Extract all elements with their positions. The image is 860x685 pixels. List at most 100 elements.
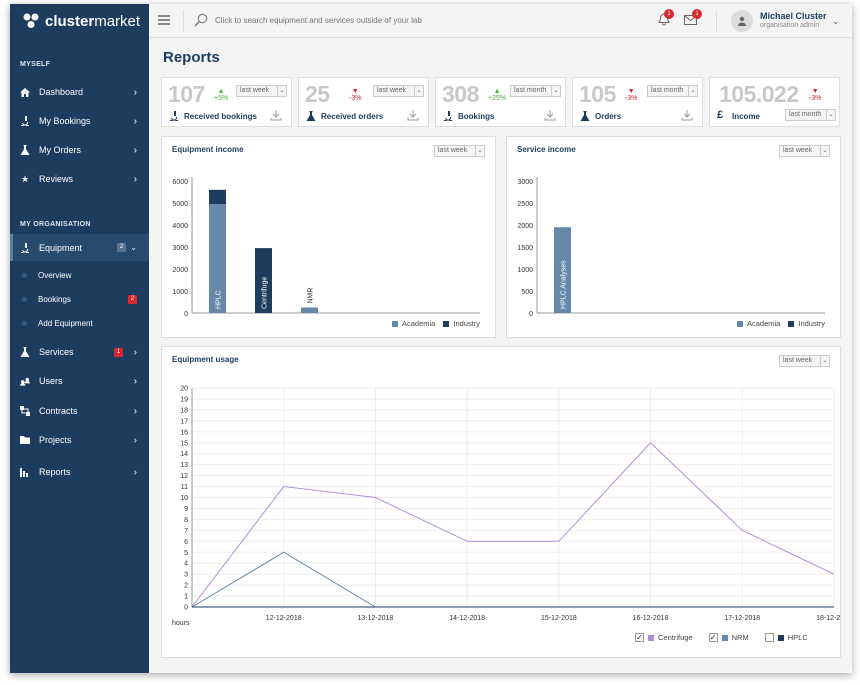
y-tick-label: 6000 <box>172 179 188 186</box>
x-tick-label: 14-12-2018 <box>449 615 485 622</box>
y-tick-label: 10 <box>180 495 188 502</box>
subitem-label: Overview <box>38 270 72 280</box>
legend-checkbox-nrm[interactable]: ✓ <box>708 633 718 642</box>
chevron-down-icon: ⌄ <box>551 86 560 96</box>
sidebar-subitem-overview[interactable]: Overview <box>10 264 149 286</box>
brand-light: market <box>94 12 141 30</box>
download-icon[interactable] <box>544 109 556 121</box>
series-line-centrifuge <box>191 442 835 608</box>
flask-icon <box>20 347 30 357</box>
chevron-down-icon: ⌄ <box>820 146 829 156</box>
period-select[interactable]: last week ⌄ <box>236 85 287 97</box>
y-tick-label: 3 <box>184 572 188 579</box>
search-input[interactable] <box>215 16 515 25</box>
sidebar-item-label: Reports <box>39 467 71 477</box>
download-icon[interactable] <box>270 109 282 121</box>
message-badge: 1 <box>692 9 702 19</box>
kpi-card: 105 ▼ -3% last month ⌄ Orders <box>572 77 703 127</box>
y-tick-label: 3000 <box>517 179 533 186</box>
bar-industry <box>255 248 272 313</box>
period-select[interactable]: last week ⌄ <box>779 355 830 367</box>
y-tick-label: 11 <box>181 484 188 491</box>
sidebar-item-equipment[interactable]: Equipment 2 ⌄ <box>10 234 149 261</box>
kpi-change: ▲ +5% <box>214 88 229 102</box>
sidebar-item-contracts[interactable]: Contracts › <box>10 397 149 425</box>
bar-industry <box>209 189 226 205</box>
sidebar-item-label: My Orders <box>39 145 82 155</box>
subitem-label: Add Equipment <box>38 318 93 328</box>
legend-swatch <box>737 320 743 327</box>
y-tick-label: 19 <box>180 396 188 403</box>
kpi-label: Bookings <box>458 112 495 121</box>
services-count-badge: 1 <box>114 347 123 357</box>
kpi-card: 308 ▲ +25% last month ⌄ Bookings <box>435 77 566 127</box>
pound-icon: £ <box>717 109 724 121</box>
x-tick-label: 18-12-2018 <box>816 615 840 622</box>
sidebar-item-projects[interactable]: Projects › <box>10 426 149 454</box>
legend-label: Industry <box>798 319 826 328</box>
bar-category-label: Centrifuge <box>262 277 269 309</box>
sidebar-item-dashboard[interactable]: Dashboard › <box>10 78 149 106</box>
bar-academia <box>554 227 571 313</box>
app-window: cluster market MYSELF Dashboard › My Book… <box>10 4 852 673</box>
legend-swatch <box>648 634 654 641</box>
sidebar-item-users[interactable]: Users › <box>10 367 149 395</box>
sidebar-item-my-bookings[interactable]: My Bookings › <box>10 107 149 135</box>
kpi-change: ▼ -3% <box>349 88 362 102</box>
sidebar-item-label: Equipment <box>39 242 83 253</box>
page-title: Reports <box>163 49 220 66</box>
y-tick-label: 2500 <box>517 201 533 208</box>
sidebar-item-label: Reviews <box>39 174 74 184</box>
period-select[interactable]: last month ⌄ <box>510 85 561 97</box>
period-select[interactable]: last month ⌄ <box>785 109 836 121</box>
sidebar-item-reviews[interactable]: ★ Reviews › <box>10 165 149 193</box>
subitem-label: Bookings <box>38 294 71 304</box>
y-tick-label: 0 <box>184 605 188 612</box>
chevron-right-icon: › <box>133 173 137 185</box>
sidebar-item-services[interactable]: Services 1 › <box>10 338 149 366</box>
x-tick-label: 17-12-2018 <box>724 615 760 622</box>
sidebar-subitem-bookings[interactable]: Bookings 2 <box>10 288 149 310</box>
period-select[interactable]: last month ⌄ <box>647 85 698 97</box>
logo[interactable]: cluster market <box>10 4 149 38</box>
legend-checkbox-centrifuge[interactable]: ✓ <box>635 633 644 642</box>
legend-checkbox-hplc[interactable] <box>764 633 774 642</box>
bullet <box>22 272 27 278</box>
download-icon[interactable] <box>407 109 419 121</box>
folder-icon <box>20 435 30 445</box>
sidebar-item-reports[interactable]: Reports › <box>10 458 149 486</box>
legend-label: HPLC <box>787 633 808 642</box>
download-icon[interactable] <box>681 109 693 121</box>
period-select[interactable]: last week ⌄ <box>779 145 830 157</box>
legend-swatch <box>392 320 398 327</box>
legend-label: Centrifuge <box>658 633 693 642</box>
equipment-usage-chart: 2019181716151413121110987654321012-12-20… <box>172 386 840 628</box>
sidebar-item-label: Users <box>39 376 63 386</box>
y-tick-label: 0 <box>529 311 533 318</box>
kpi-label: Income <box>732 112 761 121</box>
sidebar-subitem-add-equipment[interactable]: Add Equipment <box>10 312 149 334</box>
bullet <box>22 320 27 326</box>
period-select[interactable]: last week ⌄ <box>373 85 424 97</box>
microscope-icon <box>169 111 179 123</box>
chevron-right-icon: › <box>133 144 137 156</box>
flask-icon <box>306 111 316 123</box>
legend-label: Academia <box>747 319 781 328</box>
chevron-down-icon: ⌄ <box>688 86 697 96</box>
y-tick-label: 1500 <box>517 245 533 252</box>
legend-label: Academia <box>402 319 436 328</box>
y-tick-label: 7 <box>184 528 188 535</box>
user-name[interactable]: Michael Cluster <box>760 11 827 21</box>
kpi-value: 105 <box>579 81 616 107</box>
panel-title: Equipment usage <box>172 355 239 364</box>
chevron-down-icon[interactable]: ⌄ <box>832 16 840 26</box>
avatar[interactable] <box>731 10 753 32</box>
x-tick-label: 15-12-2018 <box>541 615 577 622</box>
sidebar-item-my-orders[interactable]: My Orders › <box>10 136 149 164</box>
bar-category-label: HPLC <box>216 290 223 309</box>
y-tick-label: 13 <box>180 462 188 469</box>
bar-category-label: HPLC Analyses <box>561 260 568 309</box>
period-select[interactable]: last week ⌄ <box>434 145 485 157</box>
hamburger-menu-icon[interactable] <box>158 15 170 25</box>
flask-icon <box>580 111 590 123</box>
